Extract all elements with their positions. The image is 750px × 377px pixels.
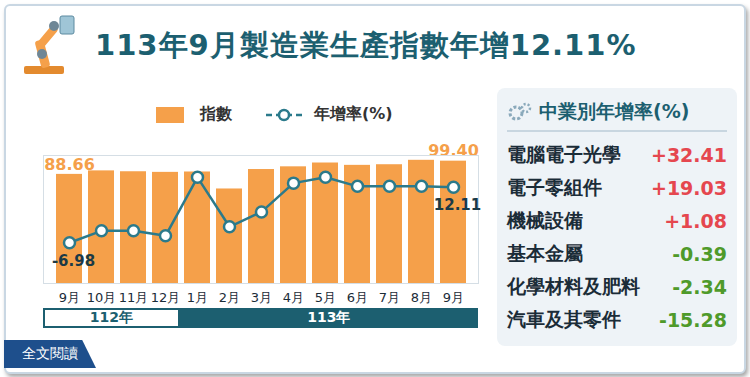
html-text:+19.03: +19.03 bbox=[651, 176, 727, 199]
svg-text:9月: 9月 bbox=[443, 290, 464, 305]
svg-text:-6.98: -6.98 bbox=[52, 252, 95, 270]
svg-text:9月: 9月 bbox=[59, 290, 80, 305]
html-text:電子零組件: 電子零組件 bbox=[507, 175, 602, 198]
html-text:電腦電子光學: 電腦電子光學 bbox=[507, 142, 621, 165]
svg-text:12月: 12月 bbox=[151, 290, 181, 305]
html-text:中業別年增率(%): 中業別年增率(%) bbox=[539, 100, 690, 122]
html-text:全文閱讀: 全文閱讀 bbox=[22, 345, 78, 361]
svg-text:12.11: 12.11 bbox=[434, 196, 481, 214]
html-text:-15.28: -15.28 bbox=[659, 308, 727, 331]
html-text:+1.08: +1.08 bbox=[664, 209, 727, 232]
html-text:基本金屬: 基本金屬 bbox=[507, 241, 583, 264]
svg-text:6月: 6月 bbox=[347, 290, 368, 305]
html-text:化學材料及肥料: 化學材料及肥料 bbox=[507, 274, 640, 297]
html-text:113年: 113年 bbox=[307, 309, 351, 325]
html-text:113年9月製造業生產指數年增12.11%: 113年9月製造業生產指數年增12.11% bbox=[95, 28, 637, 62]
html-text:年增率(%): 年增率(%) bbox=[314, 104, 393, 123]
svg-text:1月: 1月 bbox=[187, 290, 208, 305]
svg-text:7月: 7月 bbox=[379, 290, 400, 305]
svg-text:5月: 5月 bbox=[315, 290, 336, 305]
svg-text:11月: 11月 bbox=[119, 290, 149, 305]
html-text:機械設備: 機械設備 bbox=[507, 208, 583, 231]
html-text:+32.41: +32.41 bbox=[651, 143, 727, 166]
svg-text:10月: 10月 bbox=[87, 290, 117, 305]
svg-text:3月: 3月 bbox=[251, 290, 272, 305]
html-text:-2.34: -2.34 bbox=[672, 275, 727, 298]
html-text:指數: 指數 bbox=[200, 104, 232, 123]
svg-text:8月: 8月 bbox=[411, 290, 432, 305]
html-text:112年: 112年 bbox=[89, 309, 133, 325]
html-text:汽車及其零件: 汽車及其零件 bbox=[507, 307, 621, 330]
html-text:-0.39: -0.39 bbox=[672, 242, 727, 265]
svg-text:99.40: 99.40 bbox=[428, 141, 479, 160]
svg-text:88.66: 88.66 bbox=[44, 155, 95, 174]
svg-text:2月: 2月 bbox=[219, 290, 240, 305]
svg-text:4月: 4月 bbox=[283, 290, 304, 305]
